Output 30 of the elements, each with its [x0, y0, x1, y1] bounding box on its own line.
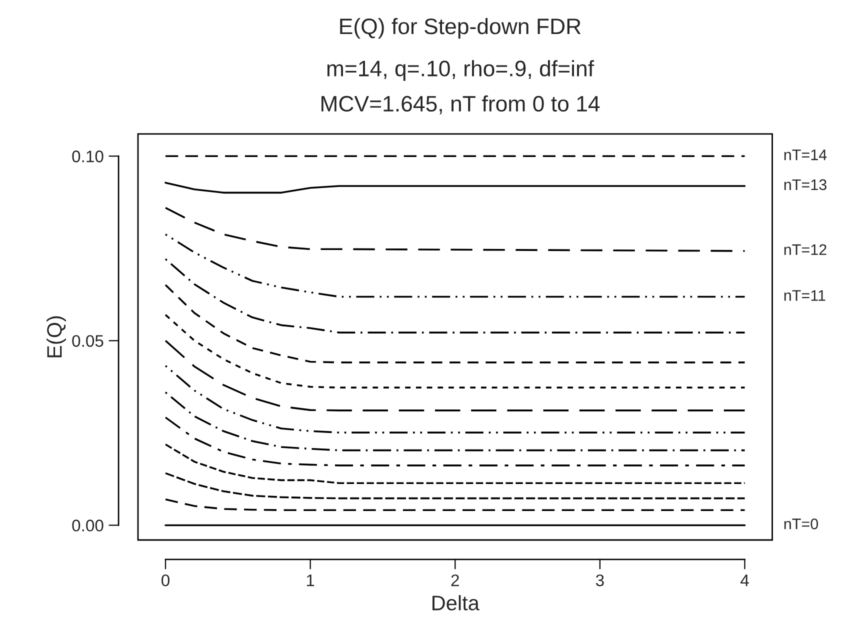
line-series — [164, 443, 746, 484]
text: nT=11 — [784, 290, 826, 301]
x-tick-label: 3 — [596, 574, 604, 586]
line-series — [164, 233, 746, 298]
chart-subtitle: m=14, q=.10, rho=.9, df=inf MCV=1.645, nT from 0 to 14 — [322, 60, 600, 114]
y-tick-label: 0.00 — [72, 520, 104, 532]
y-axis-title: E(Q) — [46, 316, 66, 358]
line-series — [164, 340, 746, 412]
x-tick-label: 1 — [306, 574, 314, 586]
line-series — [164, 498, 746, 512]
line-series — [164, 182, 746, 194]
x-tick-label: 4 — [740, 574, 749, 586]
text: nT=0 — [784, 518, 818, 530]
text: nT=14 — [784, 150, 827, 160]
y-tick-label: 0.05 — [72, 335, 104, 347]
line-series — [164, 472, 746, 500]
line-series — [164, 314, 746, 388]
line-series — [164, 206, 746, 252]
line-series — [164, 364, 746, 434]
y-tick-label: 0.10 — [72, 150, 104, 162]
x-tick-label: 0 — [162, 574, 170, 586]
line-series — [164, 416, 746, 466]
line-series — [164, 391, 746, 452]
chart-title: E(Q) for Step-down FDR — [340, 18, 581, 39]
text: nT=13 — [784, 179, 826, 190]
text: nT=12 — [784, 244, 826, 255]
x-axis-title: Delta — [432, 595, 480, 610]
line-series — [164, 284, 746, 364]
line-series — [164, 258, 746, 334]
x-tick-label: 2 — [451, 574, 459, 586]
